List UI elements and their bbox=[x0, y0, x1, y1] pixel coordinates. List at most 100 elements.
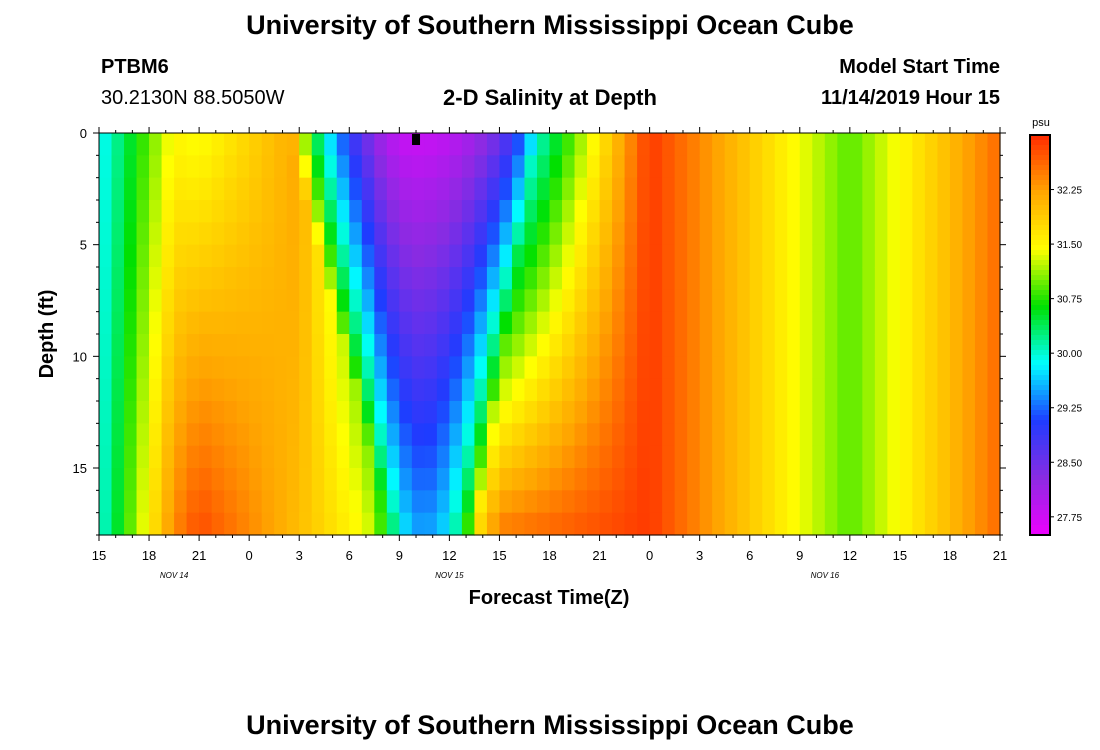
heatmap-cell bbox=[899, 356, 913, 380]
heatmap-cell bbox=[411, 512, 425, 536]
colorbar-segment bbox=[1030, 240, 1050, 246]
colorbar-segment bbox=[1030, 470, 1050, 476]
heatmap-cell bbox=[662, 133, 676, 156]
heatmap-cell bbox=[274, 289, 288, 313]
heatmap-cell bbox=[324, 244, 338, 268]
heatmap-cell bbox=[562, 401, 576, 424]
heatmap-cell bbox=[99, 267, 113, 290]
heatmap-cell bbox=[386, 289, 400, 313]
heatmap-cell bbox=[787, 133, 801, 156]
heatmap-cell bbox=[124, 423, 138, 447]
heatmap-cell bbox=[374, 490, 388, 514]
heatmap-cell bbox=[349, 289, 363, 313]
heatmap-cell bbox=[211, 311, 225, 335]
heatmap-cell bbox=[737, 222, 751, 246]
heatmap-cell bbox=[974, 267, 989, 290]
heatmap-cell bbox=[812, 401, 826, 424]
x-tick-label: 15 bbox=[893, 548, 907, 563]
heatmap-cell bbox=[111, 222, 125, 246]
heatmap-cell bbox=[311, 423, 325, 447]
heatmap-cell bbox=[274, 378, 288, 402]
heatmap-cell bbox=[712, 378, 726, 402]
colorbar-segment bbox=[1030, 190, 1050, 196]
heatmap-cell bbox=[624, 177, 638, 201]
heatmap-cell bbox=[887, 289, 901, 313]
heatmap-cell bbox=[712, 177, 726, 201]
heatmap-cell bbox=[136, 512, 150, 536]
heatmap-cell bbox=[687, 311, 701, 335]
heatmap-cell bbox=[849, 244, 863, 268]
heatmap-cell bbox=[174, 490, 188, 514]
heatmap-cell bbox=[361, 244, 375, 268]
heatmap-cell bbox=[824, 468, 838, 491]
heatmap-cell bbox=[674, 334, 688, 357]
y-tick-label: 15 bbox=[73, 461, 87, 476]
heatmap-cell bbox=[587, 445, 601, 469]
heatmap-cell bbox=[174, 423, 188, 447]
heatmap-cell bbox=[461, 244, 476, 268]
heatmap-cell bbox=[349, 468, 363, 491]
heatmap-cell bbox=[386, 222, 400, 246]
footer-title: University of Southern Mississippi Ocean… bbox=[246, 710, 854, 740]
colorbar-segment bbox=[1030, 440, 1050, 446]
heatmap-cell bbox=[536, 311, 551, 335]
heatmap-cell bbox=[186, 222, 200, 246]
heatmap-cell bbox=[486, 512, 501, 536]
heatmap-cell bbox=[574, 423, 588, 447]
heatmap-cell bbox=[224, 401, 238, 424]
heatmap-cell bbox=[649, 133, 663, 156]
heatmap-cell bbox=[99, 378, 113, 402]
heatmap-cell bbox=[186, 289, 200, 313]
colorbar-segment bbox=[1030, 295, 1050, 301]
heatmap-cell bbox=[699, 155, 713, 179]
heatmap-cell bbox=[612, 423, 626, 447]
heatmap-cell bbox=[436, 222, 450, 246]
heatmap-cell bbox=[486, 222, 501, 246]
heatmap-cell bbox=[449, 401, 463, 424]
heatmap-cell bbox=[649, 244, 663, 268]
heatmap-cell bbox=[249, 289, 263, 313]
heatmap-cell bbox=[599, 378, 613, 402]
heatmap-cell bbox=[549, 155, 563, 179]
heatmap-cell bbox=[149, 177, 163, 201]
heatmap-cell bbox=[349, 401, 363, 424]
colorbar-segment bbox=[1030, 480, 1050, 486]
heatmap-cell bbox=[799, 155, 813, 179]
heatmap-cell bbox=[962, 423, 976, 447]
heatmap-cell bbox=[887, 334, 901, 357]
heatmap-cell bbox=[536, 490, 551, 514]
heatmap-cell bbox=[111, 155, 125, 179]
heatmap-cell bbox=[411, 222, 425, 246]
heatmap-cell bbox=[524, 222, 538, 246]
heatmap-cell bbox=[311, 512, 325, 536]
heatmap-cell bbox=[812, 490, 826, 514]
heatmap-cell bbox=[186, 445, 200, 469]
heatmap-cell bbox=[524, 244, 538, 268]
heatmap-cell bbox=[449, 244, 463, 268]
heatmap-cell bbox=[724, 401, 738, 424]
heatmap-cell bbox=[399, 490, 413, 514]
heatmap-cell bbox=[186, 401, 200, 424]
x-date-label: NOV 16 bbox=[811, 571, 840, 580]
heatmap-cell bbox=[461, 155, 476, 179]
heatmap-cell bbox=[799, 244, 813, 268]
heatmap-cell bbox=[849, 334, 863, 357]
heatmap-cell bbox=[449, 378, 463, 402]
heatmap-cell bbox=[399, 222, 413, 246]
heatmap-cell bbox=[199, 468, 213, 491]
heatmap-cell bbox=[724, 490, 738, 514]
heatmap-cell bbox=[386, 378, 400, 402]
heatmap-cell bbox=[499, 244, 513, 268]
heatmap-cell bbox=[649, 401, 663, 424]
heatmap-cell bbox=[361, 356, 375, 380]
heatmap-cell bbox=[874, 334, 888, 357]
colorbar-segment bbox=[1030, 490, 1050, 496]
heatmap-cell bbox=[787, 423, 801, 447]
heatmap-cell bbox=[324, 133, 338, 156]
heatmap-cell bbox=[186, 512, 200, 536]
heatmap-cell bbox=[474, 222, 488, 246]
heatmap-cell bbox=[837, 267, 851, 290]
heatmap-cell bbox=[436, 200, 450, 223]
heatmap-cell bbox=[712, 200, 726, 223]
heatmap-cell bbox=[962, 490, 976, 514]
